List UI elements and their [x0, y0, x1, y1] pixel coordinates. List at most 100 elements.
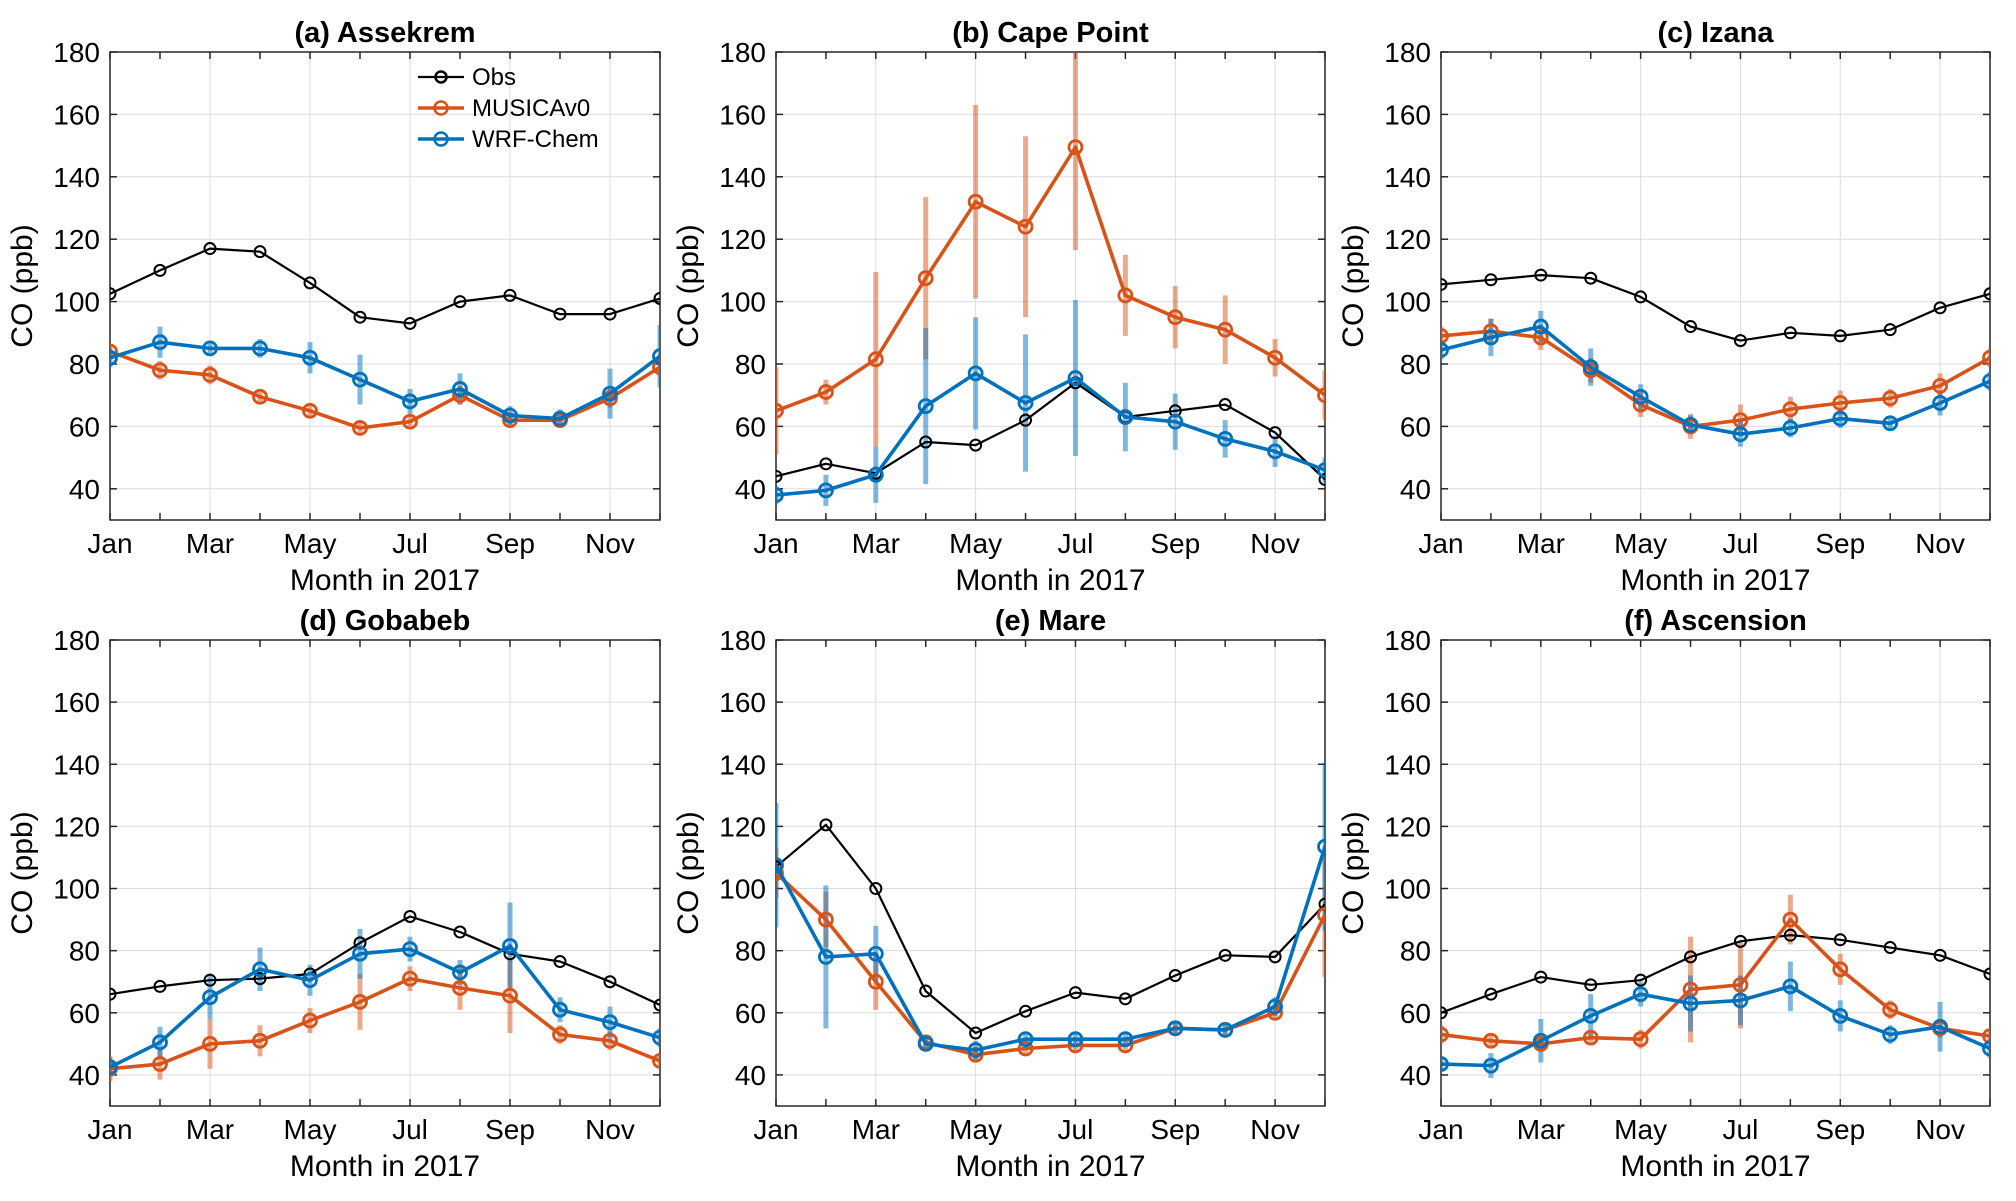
data-point-obs — [1833, 329, 1847, 343]
data-point-wrf — [867, 466, 884, 483]
data-point-wrf — [1117, 409, 1134, 425]
data-point-wrf — [818, 948, 834, 965]
chart-title: (b) Cape Point — [952, 17, 1149, 49]
data-point-obs — [1118, 992, 1132, 1006]
x-tick-label: Jan — [753, 1114, 798, 1145]
data-point-musica — [1882, 390, 1899, 407]
data-point-musica — [1882, 1001, 1899, 1018]
data-point-obs — [403, 909, 417, 923]
data-point-musica — [302, 1012, 318, 1029]
y-tick-label: 140 — [53, 162, 100, 193]
series-line-musica — [1441, 329, 1990, 429]
grid — [775, 639, 1325, 1106]
y-tick-label: 40 — [1400, 1060, 1431, 1091]
data-point-musica — [1832, 961, 1849, 978]
data-point-wrf — [1532, 318, 1549, 335]
data-point-musica — [1483, 1032, 1499, 1049]
data-point-obs — [110, 987, 117, 1001]
data-point-wrf — [1017, 395, 1034, 411]
data-point-wrf — [1682, 995, 1699, 1012]
y-tick-label: 120 — [53, 224, 100, 255]
data-point-musica — [1317, 387, 1325, 404]
y-tick-label: 160 — [53, 687, 100, 718]
series-line-musica — [1441, 917, 1990, 1046]
plot-area — [110, 902, 660, 1082]
x-tick-label: Mar — [1517, 1114, 1565, 1145]
data-point-obs — [553, 955, 567, 969]
x-tick-label: Jul — [392, 528, 428, 559]
x-tick-label: Jan — [1418, 528, 1463, 559]
data-point-wrf — [1632, 388, 1649, 405]
data-point-obs — [1684, 320, 1698, 334]
series-line-musica — [110, 976, 660, 1071]
grid — [1440, 51, 1990, 520]
x-tick-label: Mar — [186, 1114, 234, 1145]
plot-area — [1441, 268, 1990, 447]
x-tick-label: Nov — [585, 528, 635, 559]
data-point-musica — [402, 970, 418, 987]
x-tick-label: Mar — [852, 1114, 900, 1145]
series-line-obs — [110, 915, 660, 1006]
data-point-wrf — [302, 349, 318, 366]
y-tick-label: 60 — [1400, 998, 1431, 1029]
data-point-wrf — [1932, 395, 1948, 411]
data-point-obs — [110, 287, 117, 301]
x-tick-label: Nov — [1915, 1114, 1965, 1145]
y-tick-label: 140 — [719, 749, 766, 780]
data-point-obs — [253, 245, 267, 259]
data-point-obs — [1584, 978, 1598, 992]
x-tick-label: May — [949, 1114, 1002, 1145]
data-point-musica — [402, 413, 418, 430]
data-point-obs — [1019, 1004, 1033, 1018]
chart-title: (e) Mare — [995, 605, 1106, 637]
data-point-obs — [1441, 1006, 1448, 1020]
y-tick-label: 180 — [719, 37, 766, 68]
data-point-obs — [1883, 941, 1897, 955]
data-point-wrf — [1267, 443, 1283, 460]
series-line-wrf — [110, 340, 660, 421]
data-point-musica — [152, 362, 168, 379]
data-point-obs — [253, 972, 267, 986]
data-point-wrf — [967, 365, 984, 382]
axes-box — [109, 639, 661, 1107]
chart-title: (c) Izana — [1657, 17, 1774, 49]
data-point-obs — [776, 469, 783, 483]
data-point-wrf — [967, 1042, 984, 1058]
data-point-obs — [1534, 970, 1548, 984]
data-point-musica — [1067, 139, 1084, 156]
x-axis-label: Month in 2017 — [955, 1150, 1145, 1183]
data-point-obs — [303, 276, 317, 290]
data-point-wrf — [1932, 1018, 1948, 1035]
data-point-musica — [202, 367, 218, 383]
data-point-musica — [252, 1032, 268, 1049]
series-line-obs — [776, 381, 1325, 481]
y-tick-label: 140 — [1384, 162, 1431, 193]
data-point-musica — [152, 1056, 168, 1072]
data-point-musica — [1982, 349, 1990, 366]
x-tick-label: Sep — [1815, 528, 1865, 559]
data-point-obs — [1441, 277, 1448, 291]
data-point-musica — [818, 384, 834, 400]
data-point-obs — [653, 998, 660, 1012]
y-tick-label: 120 — [1384, 224, 1431, 255]
data-point-wrf — [1682, 416, 1699, 433]
data-point-musica — [1932, 377, 1948, 394]
data-point-wrf — [552, 410, 568, 427]
data-point-wrf — [1441, 1056, 1449, 1072]
data-point-wrf — [152, 334, 168, 351]
data-point-wrf — [776, 487, 784, 503]
data-point-wrf — [1582, 1008, 1599, 1024]
x-tick-label: Nov — [1250, 528, 1300, 559]
x-tick-label: Jul — [392, 1114, 428, 1145]
data-point-wrf — [302, 972, 318, 989]
y-axis-label: CO (ppb) — [672, 811, 705, 934]
data-point-musica — [967, 193, 984, 210]
plot-area — [110, 242, 660, 436]
plot-area — [1441, 894, 1990, 1079]
chart-panel-5: 40 60 80 100 120 140 160 180 Jan Mar May Jul Sep Nov (… — [672, 605, 1326, 1183]
data-point-obs — [1584, 271, 1598, 285]
data-point-wrf — [1832, 410, 1849, 427]
data-point-musica — [1632, 1031, 1649, 1048]
data-point-musica — [1017, 218, 1034, 235]
y-tick-label: 160 — [1384, 687, 1431, 718]
